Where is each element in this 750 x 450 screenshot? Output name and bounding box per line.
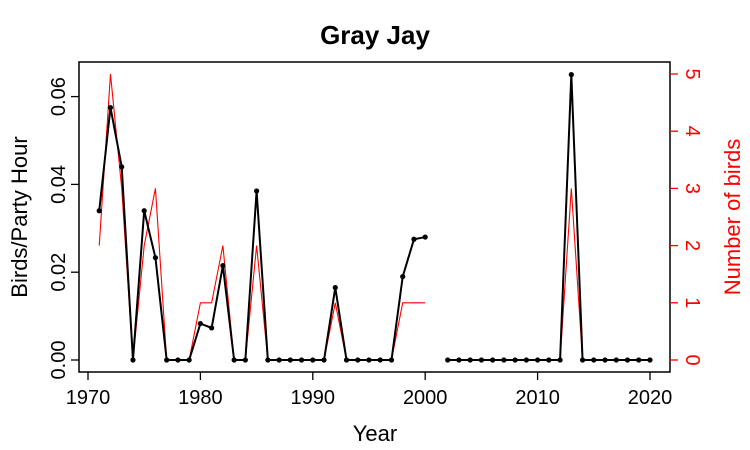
x-tick-label: 1980 bbox=[178, 387, 223, 409]
data-point bbox=[557, 357, 563, 363]
data-point bbox=[130, 357, 136, 363]
y2-tick-label: 0 bbox=[681, 354, 703, 365]
data-point bbox=[152, 255, 159, 261]
plot-frame bbox=[78, 61, 671, 373]
data-point bbox=[175, 357, 181, 363]
data-point bbox=[209, 325, 215, 331]
series-line-number-of-birds bbox=[98, 73, 426, 361]
data-point bbox=[647, 357, 653, 363]
data-point bbox=[388, 357, 395, 363]
y-tick-label: 0.06 bbox=[48, 77, 70, 116]
data-point bbox=[220, 263, 226, 269]
data-point bbox=[490, 357, 496, 363]
series-line-birds-per-party-hour bbox=[98, 107, 426, 361]
x-axis: 1970 1980 1990 2000 2010 2020 bbox=[66, 372, 673, 409]
data-point bbox=[445, 357, 451, 363]
x-tick-label: 2010 bbox=[515, 387, 560, 409]
y2-tick-label: 4 bbox=[681, 126, 703, 137]
y2-tick-label: 5 bbox=[681, 68, 703, 79]
data-point bbox=[355, 357, 361, 363]
chart-title: Gray Jay bbox=[320, 20, 430, 50]
x-tick-label: 1990 bbox=[291, 387, 336, 409]
data-point bbox=[602, 357, 608, 363]
data-point bbox=[456, 357, 462, 363]
data-point bbox=[411, 236, 417, 242]
data-point bbox=[579, 357, 586, 363]
y-axis-label: Birds/Party Hour bbox=[7, 136, 32, 297]
data-point bbox=[512, 357, 518, 363]
data-point bbox=[310, 357, 316, 363]
y-tick-label: 0.04 bbox=[48, 165, 70, 204]
data-point bbox=[422, 234, 428, 240]
y-axis-right: 0 1 2 3 4 5 bbox=[670, 68, 703, 366]
data-point bbox=[276, 357, 282, 363]
data-point bbox=[501, 357, 507, 363]
x-tick-label: 2020 bbox=[628, 387, 673, 409]
data-point bbox=[254, 188, 260, 194]
data-point bbox=[535, 357, 541, 363]
data-point bbox=[377, 357, 383, 363]
y2-axis-label: Number of birds bbox=[720, 139, 745, 296]
data-point bbox=[613, 357, 619, 363]
data-point bbox=[164, 357, 170, 363]
data-point bbox=[478, 357, 484, 363]
series-number-of-birds bbox=[98, 73, 650, 361]
data-point bbox=[107, 104, 114, 111]
data-point bbox=[265, 357, 271, 363]
data-point bbox=[568, 72, 574, 78]
y2-tick-label: 2 bbox=[681, 240, 703, 251]
data-point bbox=[332, 284, 338, 291]
data-point bbox=[343, 357, 350, 363]
data-point bbox=[242, 357, 248, 363]
data-point bbox=[624, 357, 631, 363]
data-point bbox=[287, 357, 293, 363]
data-point bbox=[96, 208, 102, 214]
data-point bbox=[366, 357, 372, 363]
series-birds-per-party-hour bbox=[96, 72, 653, 363]
data-point bbox=[197, 320, 203, 327]
y2-tick-label: 1 bbox=[681, 297, 703, 308]
y-axis-left: 0.00 0.02 0.04 0.06 bbox=[48, 77, 79, 379]
data-point bbox=[321, 357, 327, 363]
data-point bbox=[467, 357, 473, 363]
data-point bbox=[186, 357, 192, 363]
y-tick-label: 0.00 bbox=[48, 341, 70, 380]
data-point bbox=[591, 357, 597, 363]
data-point bbox=[119, 164, 125, 170]
data-point bbox=[400, 273, 406, 280]
y2-tick-label: 3 bbox=[681, 183, 703, 194]
data-point bbox=[231, 357, 237, 363]
data-point bbox=[141, 208, 147, 214]
data-point bbox=[636, 357, 642, 363]
y-tick-label: 0.02 bbox=[48, 253, 70, 292]
data-point bbox=[298, 357, 305, 363]
series-line-number-of-birds bbox=[447, 188, 650, 361]
data-point bbox=[523, 357, 529, 363]
x-tick-label: 1970 bbox=[66, 387, 111, 409]
x-tick-label: 2000 bbox=[403, 387, 448, 409]
data-point bbox=[546, 357, 552, 363]
x-axis-label: Year bbox=[353, 421, 397, 446]
series-line-birds-per-party-hour bbox=[447, 74, 650, 361]
